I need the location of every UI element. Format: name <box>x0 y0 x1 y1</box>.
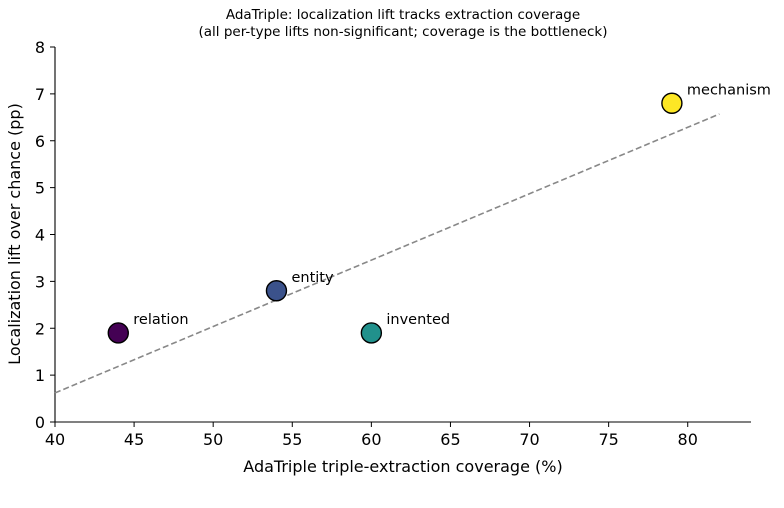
x-tick-label: 60 <box>361 430 381 449</box>
x-tick-label: 45 <box>124 430 144 449</box>
y-tick-label: 8 <box>35 38 45 57</box>
trendline <box>54 113 720 394</box>
y-tick-label: 4 <box>35 226 45 245</box>
y-tick-label: 1 <box>35 366 45 385</box>
x-tick-label: 65 <box>440 430 460 449</box>
data-point-entity <box>265 280 288 302</box>
y-tick-label: 5 <box>35 179 45 198</box>
data-label-mechanism: mechanism <box>687 82 771 98</box>
data-label-invented: invented <box>386 312 450 328</box>
x-tick-label: 50 <box>203 430 223 449</box>
x-axis-label: AdaTriple triple-extraction coverage (%) <box>243 457 562 476</box>
data-point-relation <box>107 322 129 344</box>
data-point-invented <box>360 322 383 344</box>
plot-area: 40 45 50 55 60 65 70 75 80012345678relationentit… <box>35 38 771 449</box>
y-axis-label: Localization lift over chance (pp) <box>5 103 24 365</box>
y-tick-label: 3 <box>35 272 45 291</box>
x-tick-label: 40 <box>45 430 65 449</box>
chart-title: AdaTriple: localization lift tracks extr… <box>226 7 580 23</box>
x-tick-label: 75 <box>598 430 618 449</box>
y-tick-label: 6 <box>35 132 45 151</box>
data-label-entity: entity <box>291 270 334 286</box>
data-point-mechanism <box>661 92 683 114</box>
chart-subtitle: (all per-type lifts non-significant; cov… <box>199 24 608 40</box>
x-tick-label: 55 <box>282 430 302 449</box>
y-tick-label: 7 <box>35 85 45 104</box>
y-tick-label: 0 <box>35 413 45 432</box>
y-tick-label: 2 <box>35 319 45 338</box>
x-tick-label: 70 <box>519 430 539 449</box>
x-tick-label: 80 <box>678 430 698 449</box>
data-label-relation: relation <box>133 312 188 328</box>
